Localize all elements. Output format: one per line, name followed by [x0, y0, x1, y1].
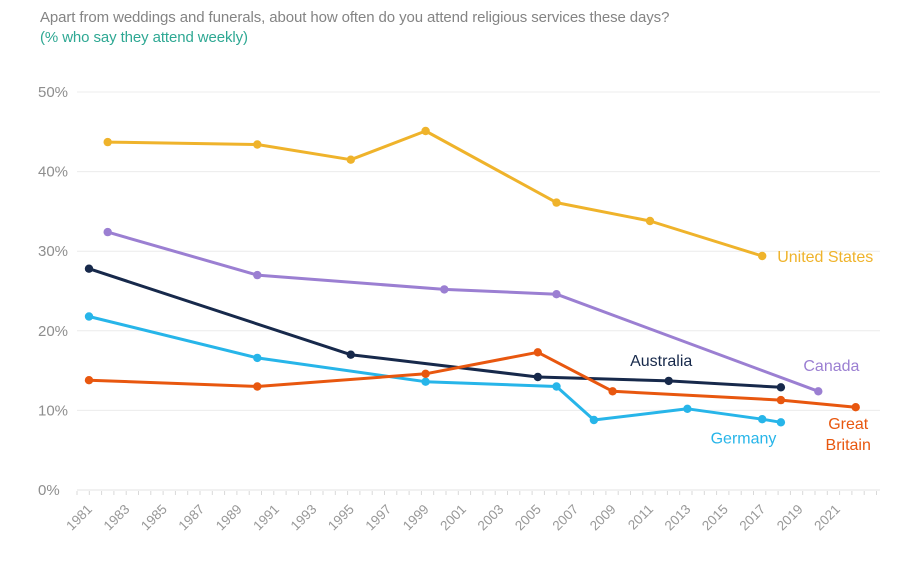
- data-point-germany-2017: [758, 415, 767, 424]
- data-point-great-britain-2022: [851, 403, 860, 412]
- y-axis-label-50: 50%: [38, 84, 68, 101]
- x-axis-label-1989: 1989: [213, 502, 245, 534]
- x-axis-label-2021: 2021: [811, 502, 843, 534]
- data-point-canada-2006: [552, 290, 561, 299]
- data-point-canada-2020: [814, 387, 823, 396]
- y-axis-label-40: 40%: [38, 164, 68, 181]
- data-point-australia-1995: [346, 350, 355, 359]
- y-axis-label-10: 10%: [38, 402, 68, 419]
- data-point-great-britain-1981: [84, 376, 94, 385]
- x-axis-label-2013: 2013: [662, 502, 694, 534]
- data-point-germany-1981: [84, 312, 94, 321]
- data-point-germany-1990: [253, 353, 262, 363]
- x-axis-label-2011: 2011: [625, 502, 656, 533]
- data-point-australia-1981: [84, 264, 94, 273]
- data-point-great-britain-1990: [253, 382, 262, 391]
- x-axis-label-1987: 1987: [175, 502, 207, 534]
- data-point-great-britain-2005: [533, 348, 542, 357]
- data-point-united-states-1990: [253, 140, 262, 149]
- data-point-canada-2000: [440, 285, 449, 294]
- data-point-germany-2008: [589, 415, 599, 425]
- x-axis-label-1997: 1997: [362, 502, 394, 534]
- series-label-united-states: United States: [777, 249, 873, 266]
- series-label-great-britain-2: Britain: [826, 437, 871, 454]
- data-point-united-states-1999: [421, 126, 430, 136]
- data-point-united-states-1982: [103, 137, 112, 147]
- x-axis-label-1981: 1981: [63, 502, 95, 534]
- series-label-canada: Canada: [803, 358, 859, 375]
- data-point-australia-2012: [664, 376, 673, 386]
- x-axis-label-1983: 1983: [101, 502, 133, 534]
- x-axis-label-1993: 1993: [288, 502, 320, 534]
- series-label-germany: Germany: [711, 430, 777, 447]
- x-axis-label-1999: 1999: [400, 502, 432, 534]
- series-label-great-britain-1: Great: [828, 416, 869, 433]
- x-axis-label-2019: 2019: [774, 502, 806, 534]
- chart-header: Apart from weddings and funerals, about …: [40, 8, 890, 48]
- data-point-united-states-2006: [552, 198, 561, 207]
- data-point-germany-2006: [552, 382, 561, 391]
- y-axis-label-0: 0%: [38, 482, 60, 499]
- x-axis-label-2001: 2001: [437, 502, 469, 534]
- data-point-germany-2013: [683, 404, 692, 413]
- x-axis-label-2015: 2015: [699, 502, 731, 534]
- data-point-australia-2018: [776, 383, 786, 392]
- data-point-united-states-2011: [645, 216, 655, 226]
- line-great-britain: [87, 350, 858, 409]
- data-point-united-states-1995: [346, 155, 355, 164]
- x-axis-label-2007: 2007: [549, 502, 581, 534]
- data-point-great-britain-2009: [608, 387, 617, 396]
- x-axis-label-1991: 1991: [250, 502, 282, 534]
- data-point-canada-1982: [103, 227, 112, 237]
- x-axis-label-2005: 2005: [512, 502, 544, 534]
- data-point-canada-1990: [253, 270, 262, 280]
- x-axis-label-1985: 1985: [138, 502, 170, 534]
- data-point-great-britain-2018: [776, 395, 786, 405]
- data-point-united-states-2017: [758, 251, 767, 261]
- x-axis-label-2017: 2017: [736, 502, 768, 534]
- chart-subtitle: (% who say they attend weekly): [40, 29, 248, 46]
- line-united-states: [106, 129, 764, 258]
- series-label-australia: Australia: [630, 353, 692, 370]
- data-point-germany-1999: [421, 377, 430, 386]
- data-point-great-britain-1999: [421, 369, 430, 378]
- y-axis-label-20: 20%: [38, 323, 68, 340]
- x-axis-label-2003: 2003: [475, 502, 507, 534]
- x-axis-label-1995: 1995: [325, 502, 357, 534]
- line-germany: [87, 315, 783, 424]
- data-point-germany-2018: [776, 418, 786, 427]
- y-axis-label-30: 30%: [38, 243, 68, 260]
- x-axis-label-2009: 2009: [587, 502, 619, 534]
- chart-title: Apart from weddings and funerals, about …: [40, 9, 670, 26]
- data-point-australia-2005: [533, 372, 542, 382]
